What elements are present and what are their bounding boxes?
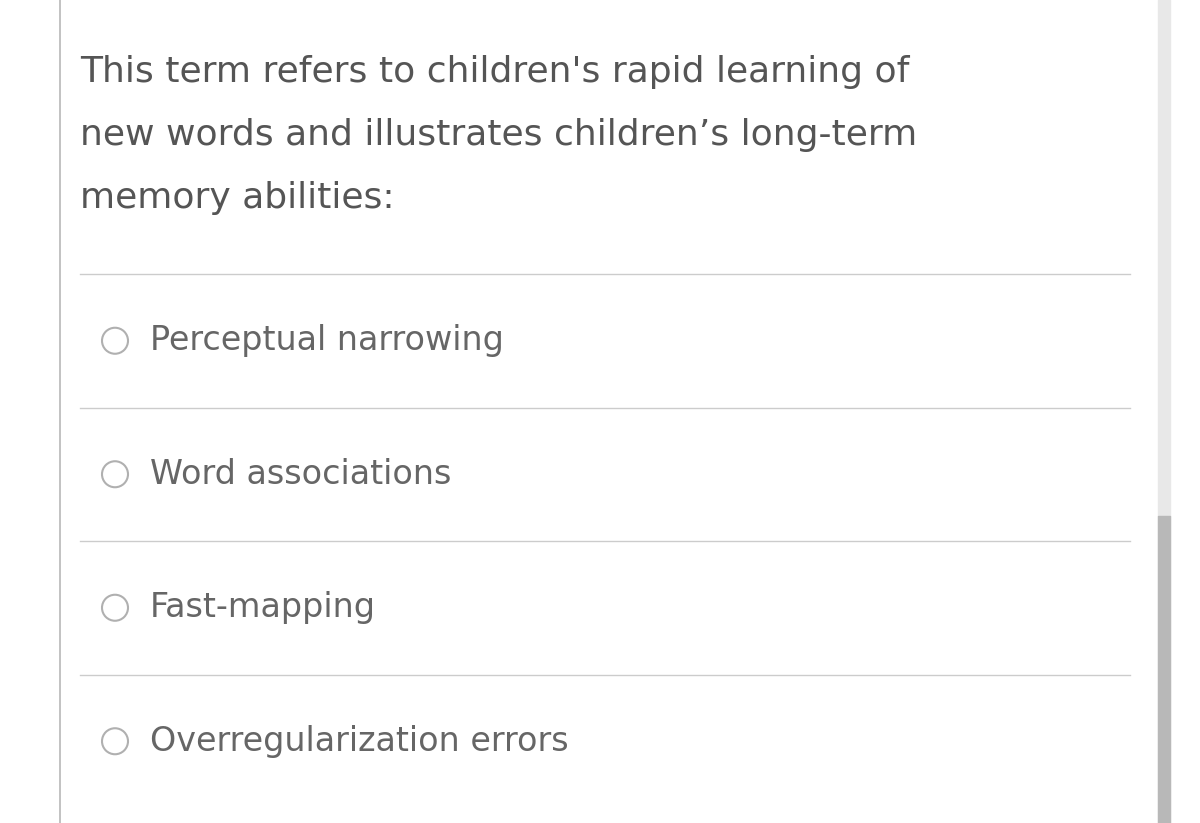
Text: Word associations: Word associations [150,458,451,491]
Text: Perceptual narrowing: Perceptual narrowing [150,324,504,357]
Text: This term refers to children's rapid learning of: This term refers to children's rapid lea… [80,55,910,89]
Text: new words and illustrates children’s long-term: new words and illustrates children’s lon… [80,118,917,152]
Text: memory abilities:: memory abilities: [80,181,395,215]
Text: Fast-mapping: Fast-mapping [150,591,376,625]
Text: Overregularization errors: Overregularization errors [150,725,569,758]
